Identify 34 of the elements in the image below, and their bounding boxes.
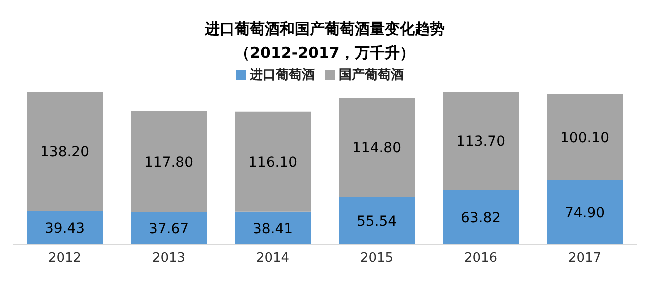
bar — [235, 212, 311, 245]
bar — [443, 92, 519, 190]
data-label: 39.43 — [44, 220, 86, 237]
data-label: 55.54 — [356, 214, 398, 230]
bar — [27, 92, 103, 212]
chart-title: 进口葡萄酒和国产葡萄酒量变化趋势 — [204, 19, 446, 40]
x-tick-label: 2016 — [464, 251, 498, 266]
bar — [547, 94, 623, 180]
data-label: 100.10 — [560, 130, 610, 146]
legend-label: 进口葡萄酒 — [250, 68, 315, 83]
bar — [235, 112, 311, 212]
data-label: 113.70 — [456, 134, 506, 150]
bar — [443, 190, 519, 245]
x-tick-label: 2012 — [48, 251, 82, 266]
data-label: 114.80 — [352, 140, 402, 157]
data-label: 63.82 — [460, 210, 502, 226]
x-tick-label: 2017 — [568, 251, 602, 266]
bar — [547, 180, 623, 245]
data-label: 116.10 — [248, 154, 298, 171]
x-tick-label: 2015 — [360, 251, 394, 266]
bar — [27, 211, 103, 245]
data-label: 37.67 — [148, 222, 190, 238]
bar — [131, 111, 207, 213]
x-tick-label: 2013 — [152, 251, 186, 266]
data-label: 74.90 — [564, 206, 606, 222]
x-tick-label: 2014 — [256, 251, 290, 266]
chart-subtitle: （2012-2017，万千升） — [234, 44, 416, 64]
data-label: 138.20 — [40, 144, 90, 160]
data-label: 38.41 — [252, 221, 294, 238]
bar — [339, 98, 415, 198]
bar — [131, 212, 207, 245]
bar — [339, 197, 415, 245]
legend-label: 国产葡萄酒 — [339, 68, 404, 83]
data-label: 117.80 — [144, 154, 194, 171]
